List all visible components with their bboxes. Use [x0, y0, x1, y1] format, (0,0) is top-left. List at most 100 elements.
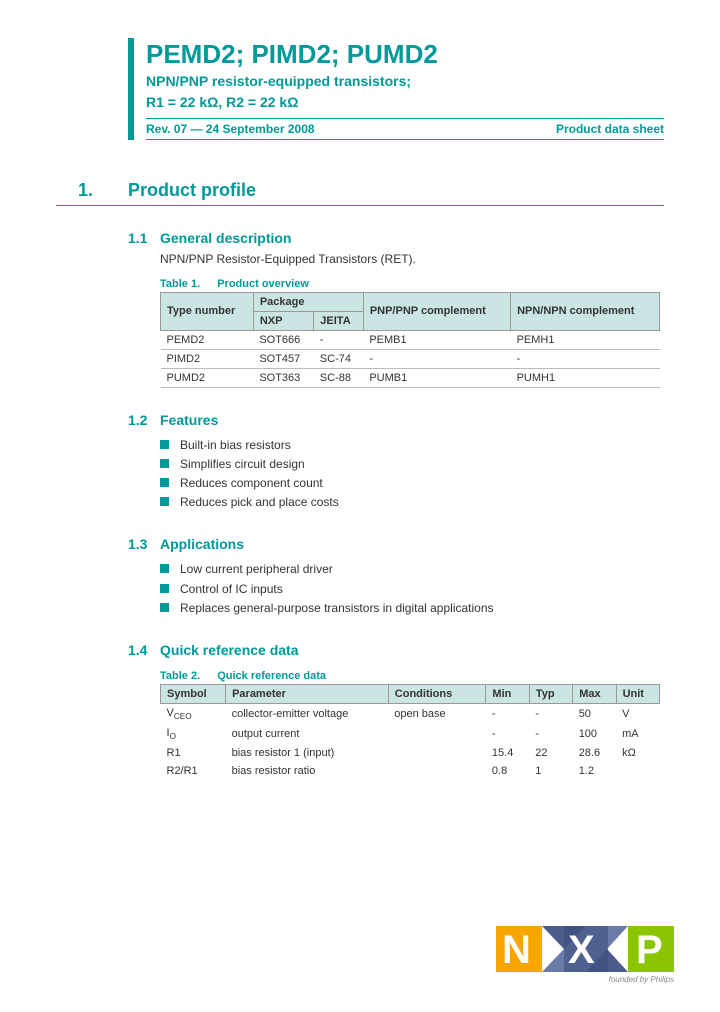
subsection-applications: 1.3 Applications — [128, 536, 664, 552]
table-cell: 50 — [573, 703, 616, 724]
th-typ: Typ — [529, 684, 572, 703]
subsection-number: 1.2 — [128, 412, 160, 428]
table-cell: R2/R1 — [161, 762, 226, 780]
table-row: R1bias resistor 1 (input)15.42228.6kΩ — [161, 744, 660, 762]
th-unit: Unit — [616, 684, 659, 703]
table-cell: - — [486, 703, 529, 724]
table-row: PUMD2SOT363SC-88PUMB1PUMH1 — [161, 368, 660, 387]
subsection-title: General description — [160, 230, 291, 246]
th-conditions: Conditions — [388, 684, 486, 703]
th-npn: NPN/NPN complement — [511, 292, 660, 330]
table-cell: SOT666 — [253, 330, 313, 349]
table-cell: PEMD2 — [161, 330, 254, 349]
th-jeita: JEITA — [314, 311, 364, 330]
table-cell — [388, 724, 486, 744]
section-title: Product profile — [128, 180, 664, 201]
table1-caption-title: Product overview — [217, 278, 309, 290]
table-cell: R1 — [161, 744, 226, 762]
subsection-features: 1.2 Features — [128, 412, 664, 428]
table-cell: 1.2 — [573, 762, 616, 780]
th-type: Type number — [161, 292, 254, 330]
table-cell: bias resistor ratio — [226, 762, 389, 780]
section-number: 1. — [56, 180, 128, 201]
table-cell: open base — [388, 703, 486, 724]
table2-caption-title: Quick reference data — [217, 670, 326, 682]
applications-list: Low current peripheral driverControl of … — [160, 560, 664, 618]
subsection-title: Applications — [160, 536, 244, 552]
quick-reference-table: Symbol Parameter Conditions Min Typ Max … — [160, 684, 660, 780]
table-row: VCEOcollector-emitter voltageopen base--… — [161, 703, 660, 724]
table2-caption-num: Table 2. — [160, 670, 200, 682]
table-cell — [388, 744, 486, 762]
document-header: PEMD2; PIMD2; PUMD2 NPN/PNP resistor-equ… — [128, 38, 664, 140]
subsection-general-description: 1.1 General description — [128, 230, 664, 246]
table-row: R2/R1bias resistor ratio 0.811.2 — [161, 762, 660, 780]
subsection-quick-reference: 1.4 Quick reference data — [128, 642, 664, 658]
table-cell: SC-74 — [314, 349, 364, 368]
table-cell: PUMB1 — [363, 368, 510, 387]
document-subtitle-2: R1 = 22 kΩ, R2 = 22 kΩ — [146, 94, 664, 112]
nxp-logo: N X P founded by Philips — [496, 918, 676, 982]
list-item: Built-in bias resistors — [160, 436, 664, 455]
table-cell: SC-88 — [314, 368, 364, 387]
document-title: PEMD2; PIMD2; PUMD2 — [146, 38, 664, 69]
table-cell: - — [314, 330, 364, 349]
table-cell — [388, 762, 486, 780]
th-min: Min — [486, 684, 529, 703]
list-item: Replaces general-purpose transistors in … — [160, 599, 664, 618]
subsection-title: Quick reference data — [160, 642, 299, 658]
svg-text:X: X — [568, 928, 595, 972]
logo-tagline: founded by Philips — [609, 975, 674, 984]
features-list: Built-in bias resistorsSimplifies circui… — [160, 436, 664, 513]
table2-caption: Table 2. Quick reference data — [160, 670, 664, 682]
table-cell: - — [363, 349, 510, 368]
page: PEMD2; PIMD2; PUMD2 NPN/PNP resistor-equ… — [0, 0, 720, 780]
th-parameter: Parameter — [226, 684, 389, 703]
th-pnp: PNP/PNP complement — [363, 292, 510, 330]
table-cell: PUMH1 — [511, 368, 660, 387]
table-cell: VCEO — [161, 703, 226, 724]
table-cell: - — [486, 724, 529, 744]
table-cell: 0.8 — [486, 762, 529, 780]
table-cell: SOT457 — [253, 349, 313, 368]
list-item: Reduces pick and place costs — [160, 493, 664, 512]
table-cell: kΩ — [616, 744, 659, 762]
subsection-number: 1.1 — [128, 230, 160, 246]
table-cell: PUMD2 — [161, 368, 254, 387]
table-row: IOoutput current--100mA — [161, 724, 660, 744]
list-item: Reduces component count — [160, 474, 664, 493]
revision-row: Rev. 07 — 24 September 2008 Product data… — [146, 118, 664, 140]
subsection-number: 1.3 — [128, 536, 160, 552]
table1-caption-num: Table 1. — [160, 278, 200, 290]
table-cell: V — [616, 703, 659, 724]
list-item: Control of IC inputs — [160, 580, 664, 599]
general-description-text: NPN/PNP Resistor-Equipped Transistors (R… — [160, 252, 664, 266]
th-nxp: NXP — [253, 311, 313, 330]
revision-text: Rev. 07 — 24 September 2008 — [146, 122, 315, 136]
table-cell: 22 — [529, 744, 572, 762]
table-row: PEMD2SOT666-PEMB1PEMH1 — [161, 330, 660, 349]
table-cell — [616, 762, 659, 780]
table-cell: SOT363 — [253, 368, 313, 387]
section-product-profile: 1. Product profile 1.1 General descripti… — [56, 180, 664, 781]
list-item: Low current peripheral driver — [160, 560, 664, 579]
table-cell: PEMB1 — [363, 330, 510, 349]
svg-text:N: N — [502, 928, 531, 972]
table-cell: 1 — [529, 762, 572, 780]
svg-text:P: P — [636, 928, 663, 972]
table-cell: mA — [616, 724, 659, 744]
th-max: Max — [573, 684, 616, 703]
product-overview-table: Type number Package PNP/PNP complement N… — [160, 292, 660, 388]
th-package: Package — [253, 292, 363, 311]
table-cell: 28.6 — [573, 744, 616, 762]
table-cell: IO — [161, 724, 226, 744]
section-rule — [56, 205, 664, 206]
th-symbol: Symbol — [161, 684, 226, 703]
table-cell: 100 — [573, 724, 616, 744]
table-cell: bias resistor 1 (input) — [226, 744, 389, 762]
table-row: PIMD2SOT457SC-74-- — [161, 349, 660, 368]
table-cell: PIMD2 — [161, 349, 254, 368]
subsection-number: 1.4 — [128, 642, 160, 658]
list-item: Simplifies circuit design — [160, 455, 664, 474]
table-cell: - — [529, 703, 572, 724]
